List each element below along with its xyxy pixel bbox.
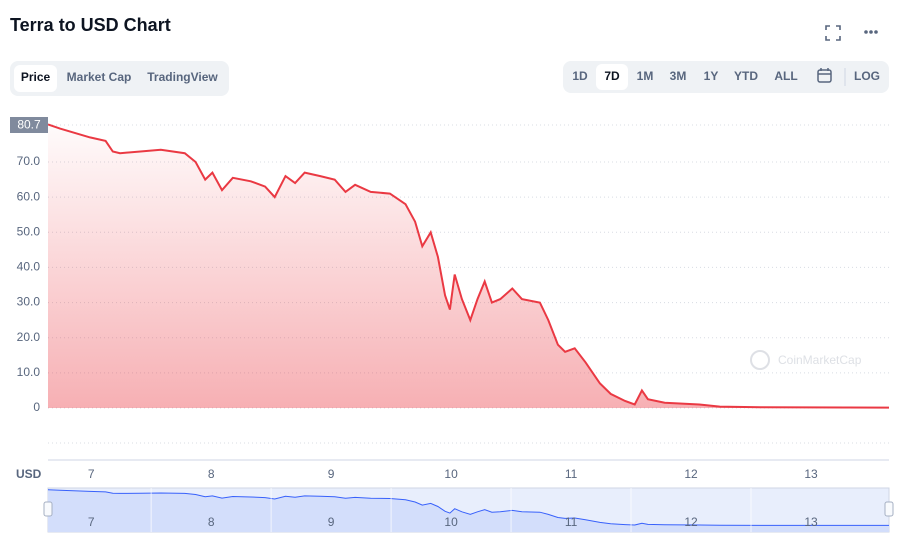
x-tick-label: 10 (444, 467, 458, 481)
range-selected-bg (596, 64, 628, 90)
x-tick-label: 12 (684, 467, 698, 481)
tab[interactable]: Price (21, 70, 51, 84)
navigator-tick-label: 12 (684, 515, 698, 529)
y-tick-label: 40.0 (17, 260, 41, 274)
range-button[interactable]: 1Y (704, 69, 719, 83)
x-tick-label: 13 (804, 467, 818, 481)
navigator-area (48, 489, 889, 532)
price-area (48, 124, 889, 408)
calendar-icon[interactable] (817, 68, 832, 83)
y-tick-label: 30.0 (17, 295, 41, 309)
range-button[interactable]: 7D (604, 69, 620, 83)
calendar-top (818, 68, 831, 75)
current-price: 80.7 (17, 118, 41, 132)
navigator-tick-label: 11 (565, 515, 578, 529)
tab[interactable]: Market Cap (67, 70, 132, 84)
fullscreen-icon[interactable] (825, 25, 841, 41)
tab[interactable]: TradingView (147, 70, 218, 84)
tab-selected-bg (14, 65, 57, 92)
range-button[interactable]: LOG (854, 69, 880, 83)
navigator-tick-label: 7 (88, 515, 95, 529)
y-tick-label: 70.0 (17, 154, 41, 168)
currency-label: USD (16, 467, 42, 481)
range-button[interactable]: 1M (637, 69, 654, 83)
y-tick-label: 20.0 (17, 330, 41, 344)
navigator-tick-label: 9 (328, 515, 335, 529)
x-tick-label: 11 (565, 467, 578, 481)
tab-group (10, 61, 229, 96)
price-line (47, 123, 890, 409)
navigator-tick-label: 13 (804, 515, 818, 529)
chart-title: Terra to USD Chart (10, 15, 171, 35)
y-tick-label: 0 (33, 400, 40, 414)
y-tick-label: 10.0 (17, 365, 41, 379)
navigator-handle[interactable] (43, 501, 53, 517)
navigator-tick-label: 10 (444, 515, 458, 529)
current-price-bg (10, 117, 48, 133)
y-tick-label: 50.0 (17, 224, 41, 238)
watermark-logo (750, 350, 770, 370)
range-button[interactable]: 1D (572, 69, 588, 83)
range-button[interactable]: YTD (734, 69, 758, 83)
x-tick-label: 7 (88, 467, 95, 481)
range-button[interactable]: ALL (774, 69, 797, 83)
range-button[interactable]: 3M (670, 69, 687, 83)
x-tick-label: 8 (208, 467, 215, 481)
navigator-handle[interactable] (884, 501, 894, 517)
range-group (563, 61, 889, 93)
x-tick-label: 9 (328, 467, 335, 481)
calendar-body (817, 69, 832, 83)
navigator-line (47, 489, 889, 526)
watermark: CoinMarketCap (778, 353, 862, 367)
more-icon[interactable] (864, 30, 878, 34)
navigator-tick-label: 8 (208, 515, 215, 529)
y-tick-label: 60.0 (17, 189, 41, 203)
